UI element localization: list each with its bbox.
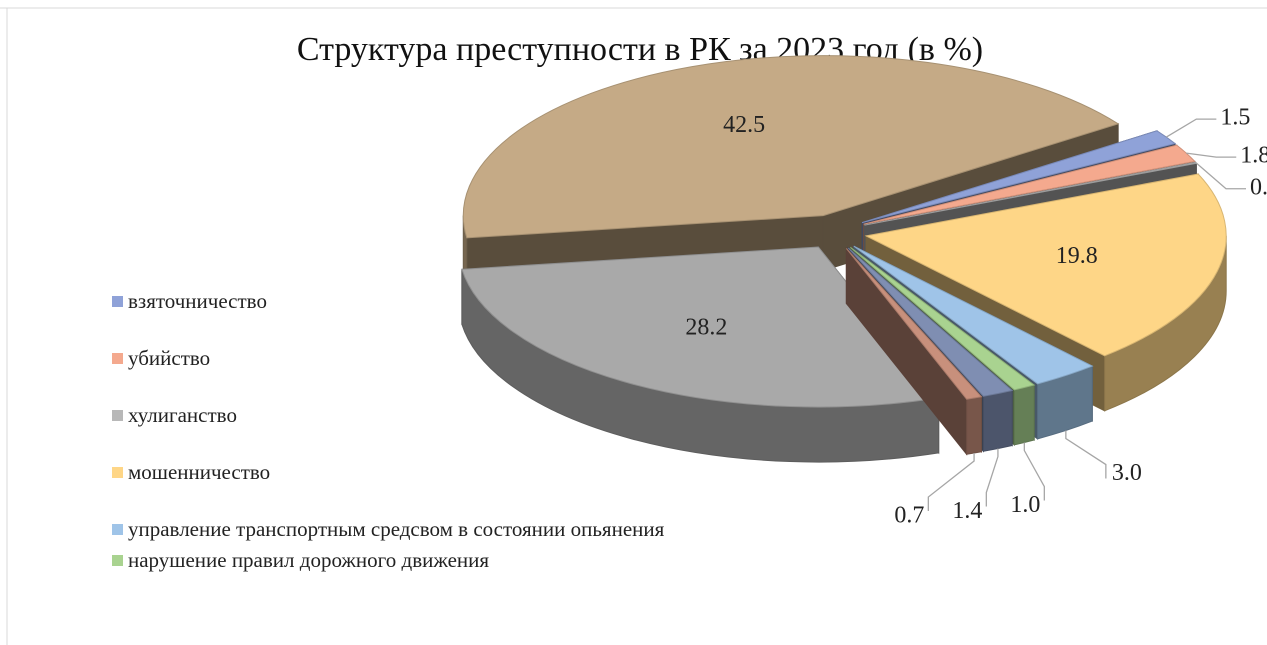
slice-side: [1013, 384, 1035, 446]
leader-line: [927, 453, 975, 512]
legend-item: убийство: [112, 345, 732, 371]
data-label: 42.5: [723, 112, 765, 138]
legend-swatch: [112, 353, 123, 364]
slice-side: [982, 389, 1013, 452]
legend-label: мошенничество: [128, 460, 271, 484]
legend-item: хулиганство: [112, 402, 732, 428]
data-label: 0.7: [894, 503, 924, 529]
legend-swatch: [112, 524, 123, 535]
leader-line: [985, 448, 999, 507]
data-label: 28.2: [685, 315, 727, 341]
legend-label: убийство: [128, 346, 211, 370]
legend-item: мошенничество: [112, 459, 732, 485]
leader-line: [1065, 430, 1107, 479]
data-label: 1.0: [1010, 492, 1040, 518]
slice: [847, 247, 1014, 397]
leader-line: [1166, 118, 1217, 138]
slice: [864, 173, 1227, 357]
legend-item: взяточничество: [112, 288, 732, 314]
legend-swatch: [112, 555, 123, 566]
slice: [853, 245, 1094, 385]
legend-label: нарушение правил дорожного движения: [128, 548, 490, 572]
slice: [845, 248, 983, 400]
data-label: 1.5: [1220, 105, 1250, 131]
slice: [461, 246, 940, 408]
slice-side: [966, 396, 982, 455]
legend-item: нарушение правил дорожного движения: [112, 547, 732, 573]
legend-label: управление транспортным средсвом в состо…: [128, 517, 665, 541]
data-label: 19.8: [1056, 243, 1098, 269]
legend-item: управление транспортным средсвом в состо…: [112, 516, 732, 542]
slice: [850, 247, 1036, 391]
legend-swatch: [112, 467, 123, 478]
data-label: 3.0: [1112, 460, 1142, 486]
slice: [462, 55, 1120, 239]
data-label: 1.8: [1240, 143, 1267, 169]
legend: взяточничество убийство хулиганство мошенни…: [112, 288, 732, 604]
leader-line: [1186, 152, 1237, 158]
legend-swatch: [112, 296, 123, 307]
data-label: 0.1: [1250, 174, 1267, 200]
data-label: 1.4: [952, 498, 982, 524]
legend-label: хулиганство: [128, 403, 237, 427]
legend-swatch: [112, 410, 123, 421]
leader-line: [1195, 162, 1246, 190]
leader-line: [1023, 442, 1045, 501]
legend-label: взяточничество: [128, 289, 267, 313]
